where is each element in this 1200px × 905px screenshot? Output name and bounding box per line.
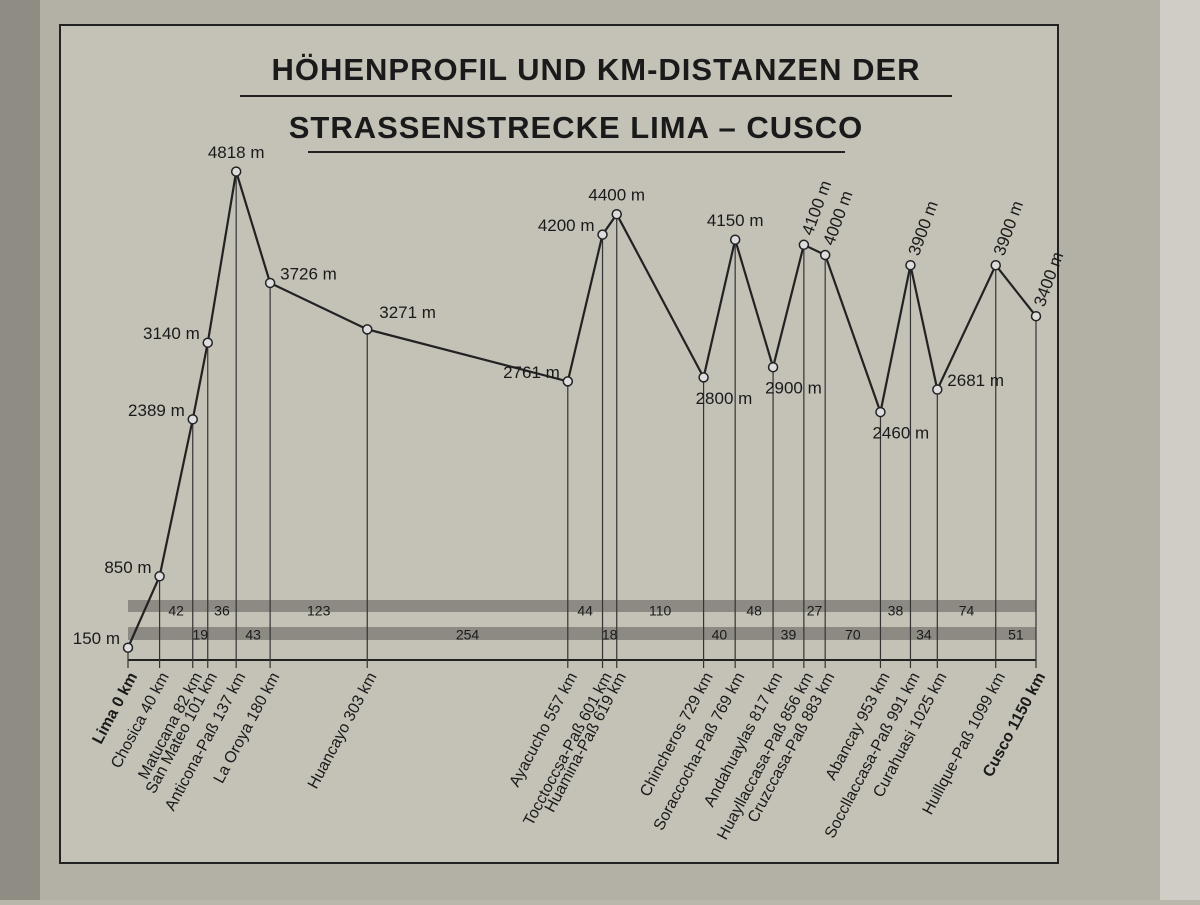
value-label: 3140 m	[143, 324, 200, 343]
value-label: 2460 m	[872, 424, 929, 443]
value-label: 850 m	[104, 558, 151, 577]
segment-distance: 110	[649, 603, 672, 619]
value-label: 4818 m	[208, 143, 265, 162]
value-label: 3726 m	[280, 264, 337, 283]
value-label: 2389 m	[128, 401, 185, 420]
band	[128, 627, 1036, 640]
elevation-line	[126, 171, 1037, 649]
point	[1030, 310, 1042, 322]
point	[597, 229, 608, 240]
value-label: 3271 m	[379, 303, 436, 322]
frame	[59, 24, 1059, 864]
value-label: 4200 m	[538, 216, 595, 235]
point	[875, 406, 886, 418]
segment-distance: 27	[807, 603, 823, 619]
page-edge	[1160, 0, 1200, 900]
segment-distance: 19	[192, 627, 208, 643]
point	[698, 372, 709, 383]
chart-title: HÖHENPROFIL UND KM-DISTANZEN DER	[271, 52, 920, 87]
point	[819, 249, 831, 261]
point	[562, 376, 574, 387]
segment-distance: 51	[1008, 627, 1024, 643]
value-label: 4150 m	[707, 211, 764, 230]
value-label: 150 m	[73, 629, 120, 648]
value-label: 4400 m	[588, 186, 645, 205]
segment-distance: 123	[307, 603, 331, 619]
segment-distance: 70	[845, 627, 861, 643]
point	[798, 239, 810, 251]
point	[932, 384, 943, 395]
point	[187, 414, 198, 425]
segment-distance: 48	[746, 603, 762, 619]
value-label: 2761 m	[503, 363, 560, 382]
segment-distance: 42	[168, 603, 184, 619]
segment-distance: 40	[712, 627, 728, 643]
point	[611, 208, 622, 220]
point	[122, 642, 134, 653]
chart-title: STRASSENSTRECKE LIMA – CUSCO	[289, 110, 864, 145]
segment-distance: 34	[916, 627, 932, 643]
value-label: 2900 m	[765, 379, 822, 398]
segment-distance: 254	[456, 627, 480, 643]
segment-distance: 38	[888, 603, 904, 619]
point	[361, 324, 373, 335]
value-label: 2800 m	[696, 389, 753, 408]
point	[202, 337, 213, 348]
point	[905, 259, 916, 271]
segment-distance: 43	[245, 627, 261, 643]
point	[264, 277, 276, 289]
segment-distance: 74	[959, 603, 975, 619]
band	[128, 600, 1036, 612]
value-label: 2681 m	[947, 371, 1004, 390]
point	[230, 166, 242, 177]
segment-distance: 44	[577, 603, 593, 619]
page-edge	[0, 0, 40, 900]
point	[990, 259, 1001, 271]
point	[729, 234, 741, 245]
segment-distance: 18	[602, 627, 618, 643]
segment-distance: 39	[781, 627, 797, 643]
segment-distance: 36	[214, 603, 230, 619]
point	[154, 571, 165, 582]
point	[767, 361, 779, 373]
